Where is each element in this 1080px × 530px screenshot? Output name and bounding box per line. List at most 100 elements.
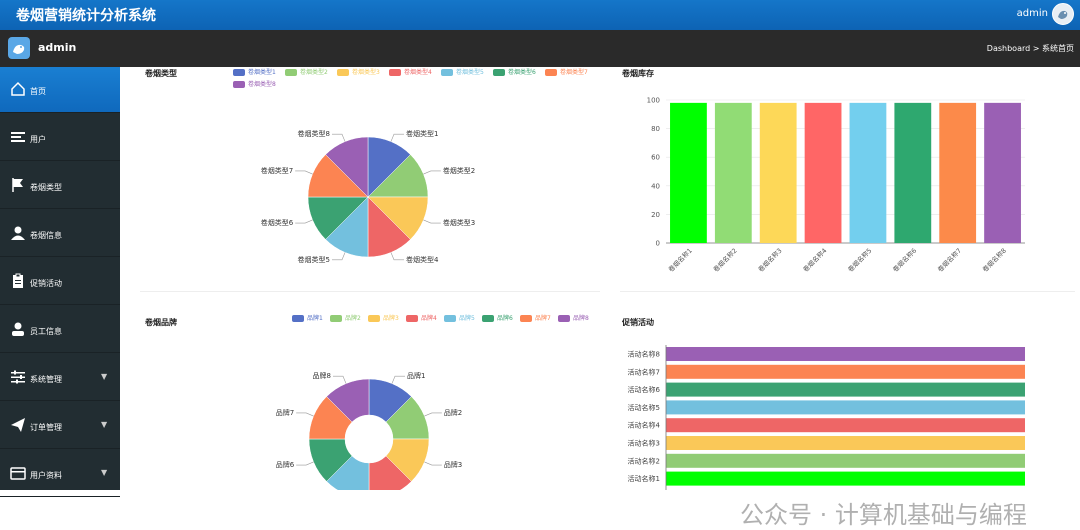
legend-swatch <box>389 69 401 76</box>
bar[interactable] <box>804 102 842 243</box>
header-avatar[interactable] <box>1052 3 1074 25</box>
legend-swatch <box>337 69 349 76</box>
cigarette-brand-chart-title: 卷烟品牌 <box>145 318 177 327</box>
sidebar-item-users[interactable]: 用户 <box>0 115 120 161</box>
promotion-chart-title: 促销活动 <box>622 318 654 327</box>
header-username[interactable]: admin <box>1016 8 1048 19</box>
legend-item[interactable]: 卷烟类型5 <box>441 67 484 76</box>
bar[interactable] <box>666 364 1025 379</box>
list-icon <box>11 132 25 142</box>
pie-label: 品牌8 <box>313 371 331 380</box>
pie-label: 卷烟类型6 <box>261 218 294 227</box>
sidebar-item-label: 订单管理 <box>30 423 62 432</box>
legend-label: 品牌3 <box>383 315 399 322</box>
y-tick-label: 活动名称4 <box>628 421 661 430</box>
legend-item[interactable]: 卷烟类型3 <box>337 67 380 76</box>
sidebar-item-staff-info[interactable]: 员工信息 <box>0 307 120 353</box>
legend-item[interactable]: 品牌3 <box>368 313 399 322</box>
breadcrumb[interactable]: Dashboard > 系统首页 <box>986 44 1074 53</box>
user-icon <box>12 322 24 336</box>
y-tick-label: 活动名称7 <box>628 367 660 376</box>
legend-item[interactable]: 卷烟类型6 <box>493 67 536 76</box>
bar[interactable] <box>666 418 1025 433</box>
pie-label: 品牌3 <box>444 460 462 469</box>
sidebar-item-order-management[interactable]: 订单管理 ▼ <box>0 403 120 449</box>
legend-item[interactable]: 品牌2 <box>330 313 361 322</box>
legend-swatch <box>233 81 245 88</box>
bar[interactable] <box>984 102 1021 243</box>
legend-label: 品牌8 <box>573 315 589 322</box>
y-tick-label: 0 <box>656 240 660 248</box>
bar[interactable] <box>666 400 1025 415</box>
bar[interactable] <box>666 453 1025 468</box>
legend-item[interactable]: 卷烟类型2 <box>285 67 328 76</box>
y-tick-label: 活动名称5 <box>628 403 660 412</box>
sidebar-avatar[interactable] <box>8 37 30 59</box>
pie-label: 品牌6 <box>276 460 295 469</box>
legend-item[interactable]: 品牌6 <box>482 313 513 322</box>
pie-label: 品牌7 <box>276 408 294 417</box>
pie-label-line <box>332 375 347 384</box>
legend-swatch <box>520 315 532 322</box>
legend-label: 品牌5 <box>459 315 475 322</box>
pie-label-line <box>295 219 313 224</box>
legend-swatch <box>444 315 456 322</box>
legend-item[interactable]: 品牌5 <box>444 313 475 322</box>
pie-label-line <box>391 375 406 384</box>
y-tick-label: 活动名称6 <box>628 385 661 394</box>
y-tick-label: 100 <box>647 97 660 105</box>
bar[interactable] <box>670 102 707 243</box>
pie-label-line <box>295 170 313 175</box>
pie-slice[interactable] <box>368 455 412 490</box>
y-tick-label: 活动名称2 <box>628 456 660 465</box>
y-tick-label: 活动名称8 <box>628 350 660 359</box>
bar[interactable] <box>894 102 932 243</box>
pie-slice[interactable] <box>325 136 369 198</box>
sidebar-item-cigarette-type[interactable]: 卷烟类型 <box>0 163 120 209</box>
flag-icon <box>12 178 23 192</box>
bar[interactable] <box>666 347 1025 361</box>
legend-item[interactable]: 卷烟类型8 <box>233 79 276 88</box>
legend-label: 卷烟类型7 <box>560 69 588 76</box>
sidebar-item-user-profile[interactable]: 用户资料 ▼ <box>0 451 120 497</box>
send-icon <box>11 418 25 432</box>
bar[interactable] <box>666 471 1025 486</box>
legend-item[interactable]: 品牌8 <box>558 313 589 322</box>
legend-item[interactable]: 品牌1 <box>292 313 323 322</box>
legend-label: 卷烟类型5 <box>456 69 484 76</box>
legend-item[interactable]: 品牌7 <box>520 313 551 322</box>
bar[interactable] <box>666 382 1025 397</box>
y-tick-label: 40 <box>651 182 660 190</box>
cigarette-stock-chart-title: 卷烟库存 <box>622 69 654 78</box>
sidebar-item-promotions[interactable]: 促销活动 <box>0 259 120 305</box>
sidebar-item-system-management[interactable]: 系统管理 ▼ <box>0 355 120 401</box>
bar[interactable] <box>939 102 977 243</box>
bar[interactable] <box>714 102 752 243</box>
system-title: 卷烟营销统计分析系统 <box>16 8 156 24</box>
sidebar-item-cigarette-info[interactable]: 卷烟信息 <box>0 211 120 257</box>
legend-label: 卷烟类型3 <box>352 69 380 76</box>
legend-item[interactable]: 卷烟类型1 <box>233 67 276 76</box>
bird-avatar-icon <box>1058 10 1068 19</box>
legend-item[interactable]: 品牌4 <box>406 313 437 322</box>
sidebar-item-label: 用户 <box>30 135 46 144</box>
cigarette-type-chart-title: 卷烟类型 <box>145 69 177 78</box>
pie-label-line <box>423 219 441 224</box>
sidebar-item-label: 卷烟类型 <box>30 183 62 192</box>
x-tick-label: 卷烟名称5 <box>846 246 874 274</box>
legend-label: 品牌6 <box>497 315 513 322</box>
legend-swatch <box>482 315 494 322</box>
bar[interactable] <box>666 436 1025 450</box>
legend-item[interactable]: 卷烟类型7 <box>545 67 588 76</box>
dashboard-content: 卷烟类型 卷烟类型1 卷烟类型2 卷烟类型3 卷烟类型4 卷烟类型5 卷烟类型6 卷烟类型7… <box>120 67 1080 529</box>
legend-item[interactable]: 卷烟类型4 <box>389 67 432 76</box>
bar[interactable] <box>759 102 797 243</box>
pie-label-line <box>296 412 314 417</box>
sidebar-item-home[interactable]: 首页 <box>0 67 120 113</box>
legend-label: 卷烟类型4 <box>404 69 432 76</box>
legend-swatch <box>285 69 297 76</box>
bar[interactable] <box>849 102 887 243</box>
legend-label: 卷烟类型6 <box>508 69 536 76</box>
pie-slice[interactable] <box>326 378 370 423</box>
clipboard-icon <box>13 273 23 288</box>
